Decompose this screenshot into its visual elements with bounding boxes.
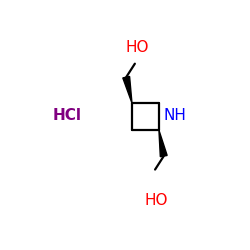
Text: HO: HO xyxy=(125,40,148,55)
Polygon shape xyxy=(123,76,132,103)
Text: NH: NH xyxy=(164,108,186,123)
Text: HCl: HCl xyxy=(53,108,82,123)
Polygon shape xyxy=(159,130,167,157)
Text: HO: HO xyxy=(144,193,168,208)
